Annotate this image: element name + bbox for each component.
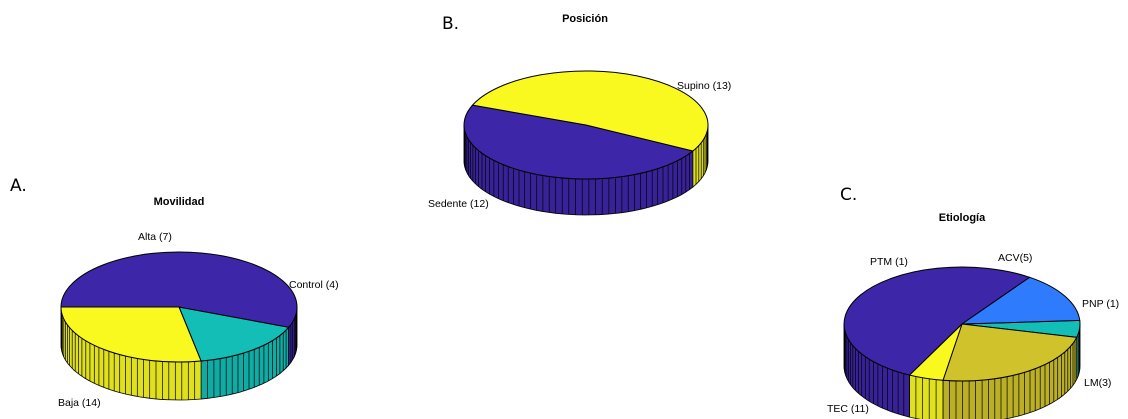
pie-slice-movilidad-baja — [60, 251, 298, 328]
pie-movilidad — [60, 251, 298, 401]
pie-slice-etiologia-acv — [942, 323, 1078, 382]
slice-label-baja: Baja (14) — [58, 397, 101, 409]
chart-title-etiologia: Etiología — [939, 212, 986, 224]
pie-posicion — [463, 70, 709, 216]
pie-slice-etiologia-lm — [960, 276, 1081, 325]
slice-label-control: Control (4) — [289, 279, 339, 291]
pie-slice-posicion-supino — [471, 70, 709, 152]
slice-label-ptm: PTM (1) — [870, 256, 908, 268]
chart-title-posicion: Posición — [562, 13, 608, 25]
pie-side-etiologia-ptm — [909, 374, 944, 419]
slice-label-supino: Supino (13) — [677, 80, 731, 92]
panel-letter-b: B. — [442, 14, 459, 34]
slice-label-lm: LM(3) — [1084, 377, 1111, 389]
slice-label-tec: TEC (11) — [827, 403, 869, 415]
slice-label-pnp: PNP (1) — [1082, 298, 1119, 310]
chart-title-movilidad: Movilidad — [154, 196, 205, 208]
panel-letter-c: C. — [840, 185, 857, 205]
chart-etiologia: C. Etiología PNP (1) ACV(5) PTM (1) TEC … — [827, 185, 1119, 419]
panel-letter-a: A. — [10, 176, 27, 196]
chart-movilidad: A. Movilidad Control (4) Alta (7) Baja (… — [10, 176, 339, 409]
pie-etiologia — [843, 266, 1081, 419]
pie-slice-movilidad-control — [178, 306, 290, 362]
pie-slice-movilidad-alta — [60, 306, 202, 363]
slice-label-acv: ACV(5) — [998, 252, 1032, 264]
pie-slice-etiologia-tec — [843, 266, 1031, 376]
slice-label-alta: Alta (7) — [138, 231, 172, 243]
pie-slice-posicion-sedente — [463, 104, 695, 180]
chart-posicion: B. Posición Sedente (12) Supino (13) — [428, 13, 731, 216]
slice-label-sedente: Sedente (12) — [428, 198, 489, 210]
